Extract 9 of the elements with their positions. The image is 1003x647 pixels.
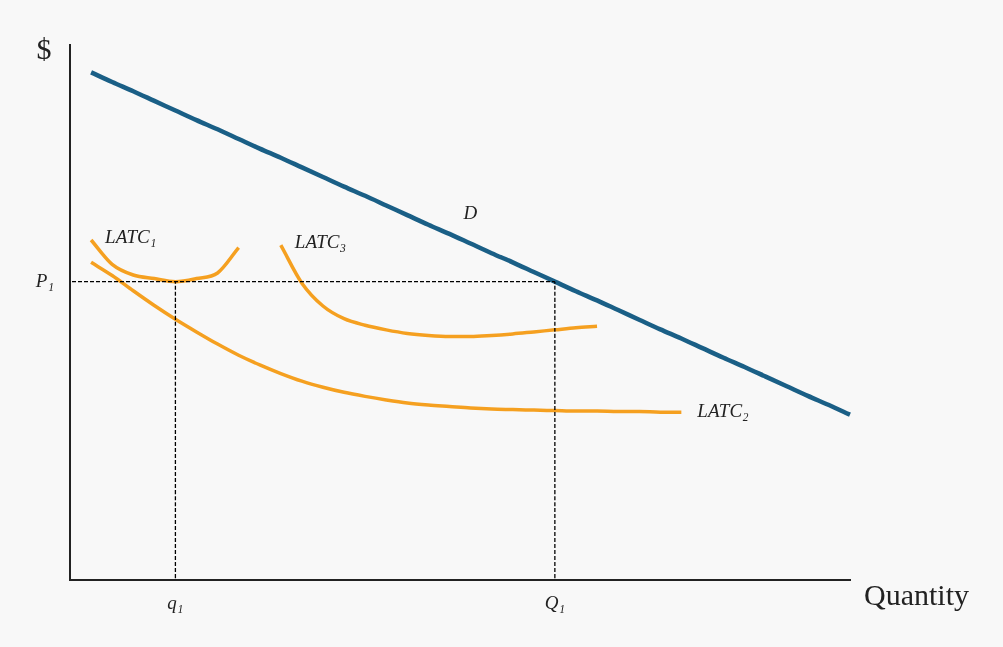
series-label: D	[462, 201, 478, 223]
x-tick-label: Q₁	[544, 591, 566, 613]
y-axis-title: $	[36, 31, 52, 65]
x-tick-label: q₁	[167, 591, 184, 613]
x-axis-title: Quantity	[864, 577, 969, 611]
series-label: LATC₁	[104, 225, 157, 247]
series-label: P₁	[34, 269, 54, 291]
series-label: LATC₃	[293, 231, 347, 253]
series-label: LATC₂	[696, 400, 750, 422]
